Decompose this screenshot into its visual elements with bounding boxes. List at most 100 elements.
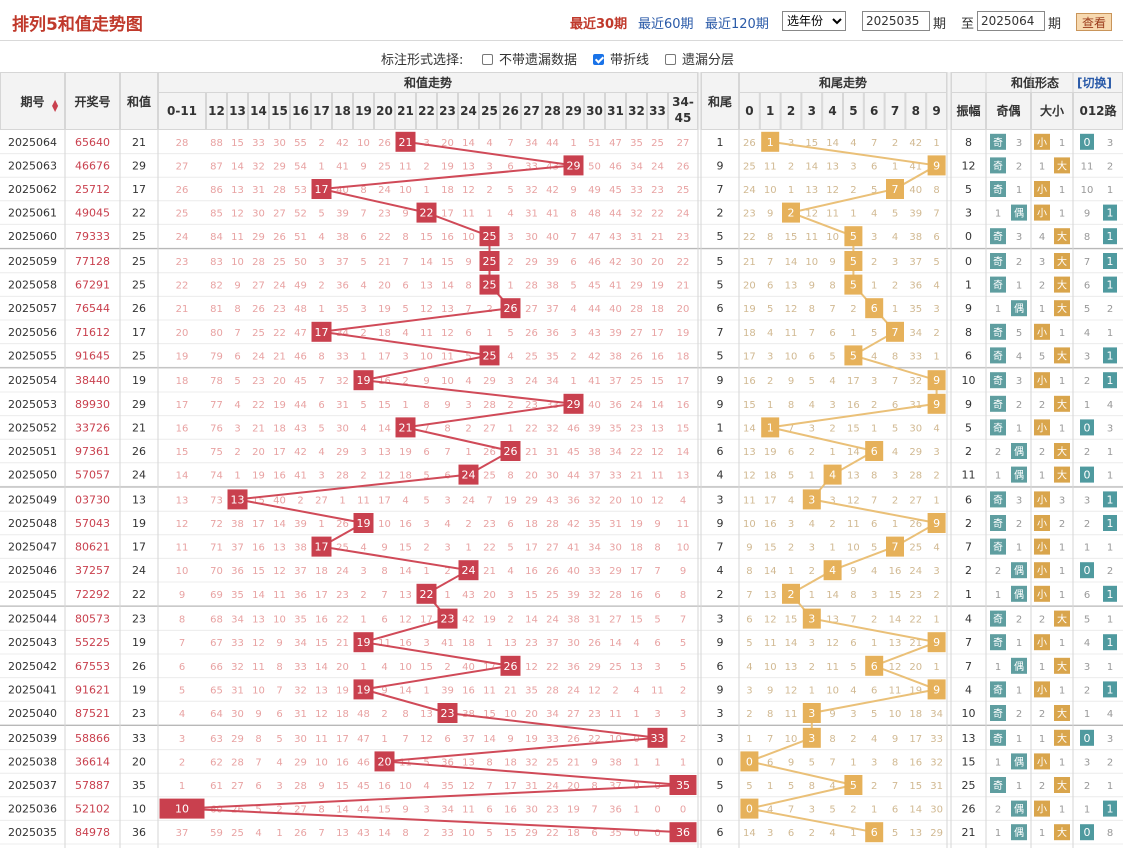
sum-miss-cell: 50 — [294, 257, 307, 268]
sum-miss-cell: 8 — [318, 351, 324, 362]
r012-badge — [1103, 800, 1117, 817]
sum-miss-cell: 19 — [273, 400, 286, 411]
from-issue-input[interactable] — [862, 11, 930, 31]
sum-miss-cell: 17 — [504, 781, 517, 792]
r012-miss-cell: 3 — [1084, 662, 1090, 673]
tail-miss-cell: 12 — [785, 304, 798, 315]
tail-miss-cell: 31 — [930, 781, 943, 792]
r012-badge — [1103, 585, 1117, 602]
switch-link[interactable]: [切换] — [1077, 75, 1112, 90]
sum-miss-cell: 10 — [252, 685, 265, 696]
sum-miss-cell: 2 — [444, 566, 450, 577]
tail-miss-cell: 10 — [805, 257, 818, 268]
year-select[interactable]: 选年份 — [782, 11, 846, 31]
bs-badge-text: 小 — [1037, 637, 1047, 649]
sum-miss-cell: 2 — [680, 685, 686, 696]
tail-miss-cell: 1 — [933, 662, 939, 673]
sum-miss-cell: 14 — [399, 685, 412, 696]
bs-badge-text: 小 — [1037, 327, 1047, 339]
sum-ball-text: 25 — [483, 255, 497, 268]
r012-miss-cell: 4 — [1107, 400, 1113, 411]
sum-col-header-cell — [437, 92, 458, 130]
r012-badge — [1103, 515, 1117, 531]
amp-cell: 0 — [965, 230, 972, 243]
sum-col-header-2: 45 — [675, 111, 692, 125]
checkbox-no-miss[interactable] — [482, 54, 493, 65]
oe-badge-text: 奇 — [993, 707, 1003, 720]
draw-cell: 38440 — [75, 374, 110, 387]
tail-miss-cell: 34 — [930, 709, 943, 720]
checkbox-with-line[interactable] — [593, 54, 604, 65]
sum-miss-cell: 33 — [294, 662, 307, 673]
sum-miss-cell: 22 — [546, 828, 559, 839]
sum-miss-cell: 37 — [231, 543, 244, 554]
oe-badge-text: 奇 — [993, 326, 1003, 339]
sum-ball-text: 20 — [378, 755, 392, 768]
oe-badge — [990, 276, 1006, 293]
tail-cell: 3 — [717, 707, 724, 720]
to-issue-input[interactable] — [977, 11, 1045, 31]
tail-cell: 0 — [717, 755, 724, 768]
tail-miss-cell: 4 — [829, 376, 835, 387]
sum-miss-cell: 42 — [294, 447, 307, 458]
sum-cell: 13 — [132, 493, 146, 506]
tail-miss-cell: 23 — [909, 590, 922, 601]
issue-cell: 2025042 — [8, 660, 57, 673]
sum-miss-cell: 31 — [546, 447, 559, 458]
view-button[interactable]: 查看 — [1076, 13, 1112, 31]
sum-miss-cell: 45 — [357, 781, 370, 792]
sum-miss-cell: 7 — [255, 757, 261, 768]
option-no-miss[interactable]: 不带遗漏数据 — [482, 49, 577, 68]
tail-miss-cell: 2 — [933, 328, 939, 339]
sum-miss-cell: 33 — [231, 638, 244, 649]
oe-badge-text: 偶 — [1014, 660, 1024, 673]
amp-cell: 7 — [965, 660, 972, 673]
tail-miss-cell: 16 — [909, 757, 922, 768]
sum-miss-cell: 17 — [677, 376, 690, 387]
sum-miss-cell: 8 — [402, 709, 408, 720]
oe-badge-text: 奇 — [993, 541, 1003, 554]
oe-badge — [990, 157, 1006, 174]
sum-miss-cell: 20 — [609, 495, 622, 506]
tail-miss-cell: 4 — [871, 209, 877, 220]
tail-col-header: 0 — [745, 104, 753, 118]
sum-miss-cell: 18 — [651, 304, 664, 315]
sum-miss-cell: 5 — [276, 734, 282, 745]
period-60-link[interactable]: 最近60期 — [638, 17, 694, 32]
sum-miss-cell: 36 — [567, 495, 580, 506]
tail-miss-cell: 3 — [933, 304, 939, 315]
tail-ball-text: 2 — [788, 207, 795, 220]
sum-miss-cell: 46 — [567, 423, 580, 434]
sum-miss-cell: 4 — [318, 232, 324, 243]
oe-miss-cell: 1 — [995, 757, 1001, 768]
draw-cell: 36614 — [75, 755, 110, 768]
sum-miss-cell: 11 — [483, 685, 496, 696]
draw-cell: 76544 — [75, 302, 110, 315]
period-30-link[interactable]: 最近30期 — [570, 17, 628, 32]
period-120-link[interactable]: 最近120期 — [705, 17, 769, 32]
sum-miss-cell: 7 — [507, 138, 513, 149]
bs-miss-cell: 5 — [1039, 351, 1045, 362]
sum-cell: 17 — [132, 326, 146, 339]
amp-cell: 2 — [965, 445, 972, 458]
sum-miss-cell: 10 — [504, 709, 517, 720]
draw-cell: 71612 — [75, 326, 110, 339]
sum-miss-cell: 1 — [570, 138, 576, 149]
option-with-line[interactable]: 带折线 — [593, 49, 649, 68]
amp-cell: 7 — [965, 636, 972, 649]
sum-miss-cell: 11 — [651, 471, 664, 482]
bs-badge — [1034, 681, 1050, 698]
oe-badge — [990, 181, 1006, 197]
sum-cell: 17 — [132, 541, 146, 554]
tail-col-header: 7 — [891, 104, 899, 118]
sum-miss-cell: 1 — [486, 328, 492, 339]
sum-miss-cell: 3 — [507, 376, 513, 387]
sum-miss-cell: 21 — [525, 447, 538, 458]
sum-miss-cell: 1 — [234, 471, 240, 482]
sum-ball — [416, 202, 437, 223]
tail-miss-cell: 14 — [889, 615, 902, 626]
option-miss-layer[interactable]: 遗漏分层 — [665, 49, 734, 68]
checkbox-miss-layer[interactable] — [665, 54, 676, 65]
sum-miss-cell: 23 — [273, 304, 286, 315]
